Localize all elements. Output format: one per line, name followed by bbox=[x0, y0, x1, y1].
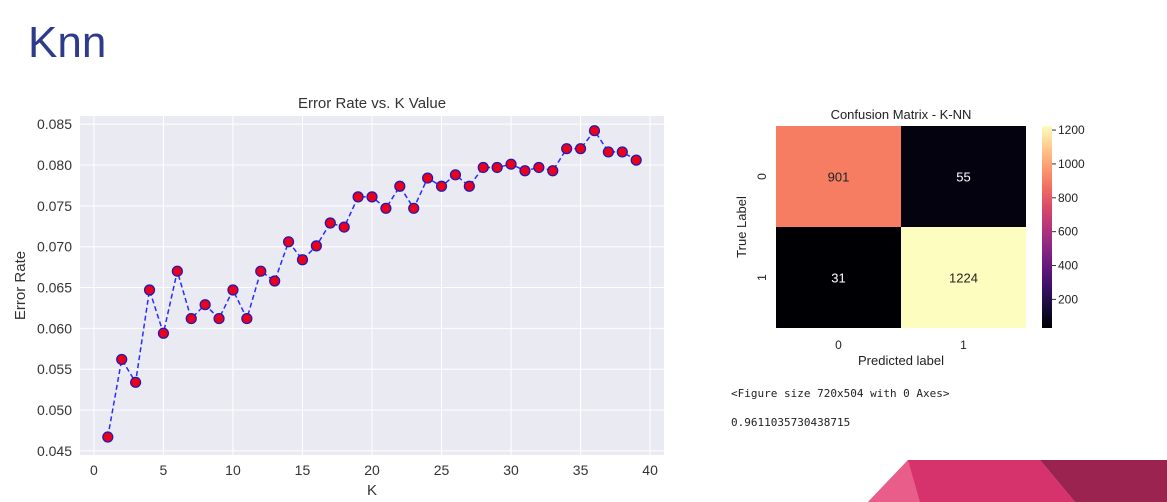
data-point bbox=[505, 158, 517, 170]
y-tick-label: 0.080 bbox=[37, 157, 72, 173]
data-point bbox=[380, 202, 392, 214]
data-point bbox=[463, 180, 475, 192]
data-point bbox=[116, 353, 128, 366]
y-tick-label: 0.085 bbox=[37, 116, 72, 132]
decor-pink-shape bbox=[868, 460, 1075, 502]
data-point bbox=[310, 240, 322, 252]
x-tick-label: 10 bbox=[225, 462, 241, 478]
x-tick-label: 25 bbox=[434, 462, 450, 478]
colorbar-tick-label: 1200 bbox=[1058, 123, 1085, 137]
data-point bbox=[338, 221, 350, 233]
decor-dark-shape bbox=[1040, 460, 1167, 502]
heatmap-cell bbox=[776, 126, 901, 227]
x-tick-label: 5 bbox=[160, 462, 168, 478]
cell-value-label: 55 bbox=[956, 170, 970, 185]
data-point bbox=[130, 376, 142, 388]
data-point bbox=[574, 143, 587, 155]
heatmap-cell bbox=[901, 227, 1026, 328]
y-tick-label: 0.065 bbox=[37, 280, 72, 296]
data-point bbox=[269, 275, 281, 287]
cell-value-label: 31 bbox=[831, 271, 845, 286]
data-point bbox=[519, 165, 531, 177]
data-point bbox=[533, 161, 545, 174]
cell-value-label: 901 bbox=[828, 170, 850, 185]
colorbar bbox=[1042, 126, 1052, 328]
data-point bbox=[199, 299, 211, 311]
colorbar-tick-label: 600 bbox=[1058, 225, 1078, 239]
heatmap-cell bbox=[776, 227, 901, 328]
x-tick-label: 20 bbox=[364, 462, 380, 478]
y-tick-label: 0.060 bbox=[37, 320, 72, 336]
x-category-label: 1 bbox=[960, 338, 967, 352]
data-point bbox=[324, 217, 336, 229]
decorative-corner-shapes bbox=[868, 460, 1167, 502]
y-tick-label: 0.055 bbox=[37, 361, 72, 377]
data-point bbox=[352, 191, 364, 203]
data-point bbox=[449, 169, 462, 181]
y-category-label: 0 bbox=[755, 173, 769, 180]
data-point bbox=[185, 312, 197, 325]
colorbar-tick-label: 800 bbox=[1058, 191, 1078, 205]
y-tick-label: 0.070 bbox=[37, 239, 72, 255]
data-point bbox=[477, 161, 489, 174]
data-point bbox=[102, 431, 114, 443]
colorbar-tick-label: 1000 bbox=[1058, 157, 1085, 171]
x-category-label: 0 bbox=[835, 338, 842, 352]
cm-title: Confusion Matrix - K-NN bbox=[831, 107, 972, 122]
y-tick-label: 0.075 bbox=[37, 198, 72, 214]
data-point bbox=[602, 146, 614, 158]
x-axis-label: K bbox=[367, 482, 377, 499]
data-point bbox=[588, 125, 601, 137]
y-tick-label: 0.045 bbox=[37, 443, 72, 459]
x-tick-label: 15 bbox=[295, 462, 311, 478]
x-tick-label: 35 bbox=[573, 462, 589, 478]
data-point bbox=[157, 327, 170, 339]
data-point bbox=[171, 265, 183, 277]
colorbar-tick-label: 200 bbox=[1058, 292, 1078, 306]
data-point bbox=[394, 180, 406, 192]
cell-value-label: 1224 bbox=[949, 271, 978, 286]
data-point bbox=[296, 254, 309, 266]
chart-title: Error Rate vs. K Value bbox=[298, 95, 446, 112]
x-tick-label: 40 bbox=[642, 462, 658, 478]
data-point bbox=[143, 284, 156, 296]
data-point bbox=[366, 191, 378, 203]
data-point bbox=[616, 146, 628, 158]
data-point bbox=[255, 265, 267, 277]
decor-light-shape bbox=[868, 460, 920, 502]
slide-title: Knn bbox=[28, 18, 107, 67]
x-tick-label: 30 bbox=[503, 462, 519, 478]
data-point bbox=[241, 312, 253, 325]
cm-y-axis-label: True Label bbox=[734, 196, 749, 258]
data-point bbox=[491, 161, 503, 174]
data-point bbox=[282, 236, 295, 248]
data-point bbox=[435, 180, 448, 192]
data-point bbox=[561, 143, 573, 155]
y-category-label: 1 bbox=[755, 274, 769, 281]
figure-size-output: <Figure size 720x504 with 0 Axes> bbox=[731, 387, 950, 400]
heatmap-cell bbox=[901, 126, 1026, 227]
data-point bbox=[630, 154, 642, 166]
accuracy-output: 0.9611035730438715 bbox=[731, 416, 851, 429]
data-point bbox=[422, 172, 434, 184]
cm-x-axis-label: Predicted label bbox=[858, 353, 944, 368]
data-point bbox=[408, 202, 420, 214]
error-rate-chart: 0 5 10 15 20 25 30 35 40 0.045 0.050 0.055 0.060 0.06… bbox=[12, 95, 664, 499]
colorbar-tick-label: 400 bbox=[1058, 259, 1078, 273]
data-point bbox=[227, 284, 239, 296]
y-axis-label: Error Rate bbox=[12, 251, 29, 320]
data-point bbox=[547, 165, 559, 177]
x-tick-label: 0 bbox=[90, 462, 98, 478]
y-tick-label: 0.050 bbox=[37, 402, 72, 418]
confusion-matrix-chart: Confusion Matrix - K-NN 901 55 31 1224 0 1 0 1 Pr… bbox=[734, 107, 1085, 368]
data-point bbox=[213, 312, 225, 325]
